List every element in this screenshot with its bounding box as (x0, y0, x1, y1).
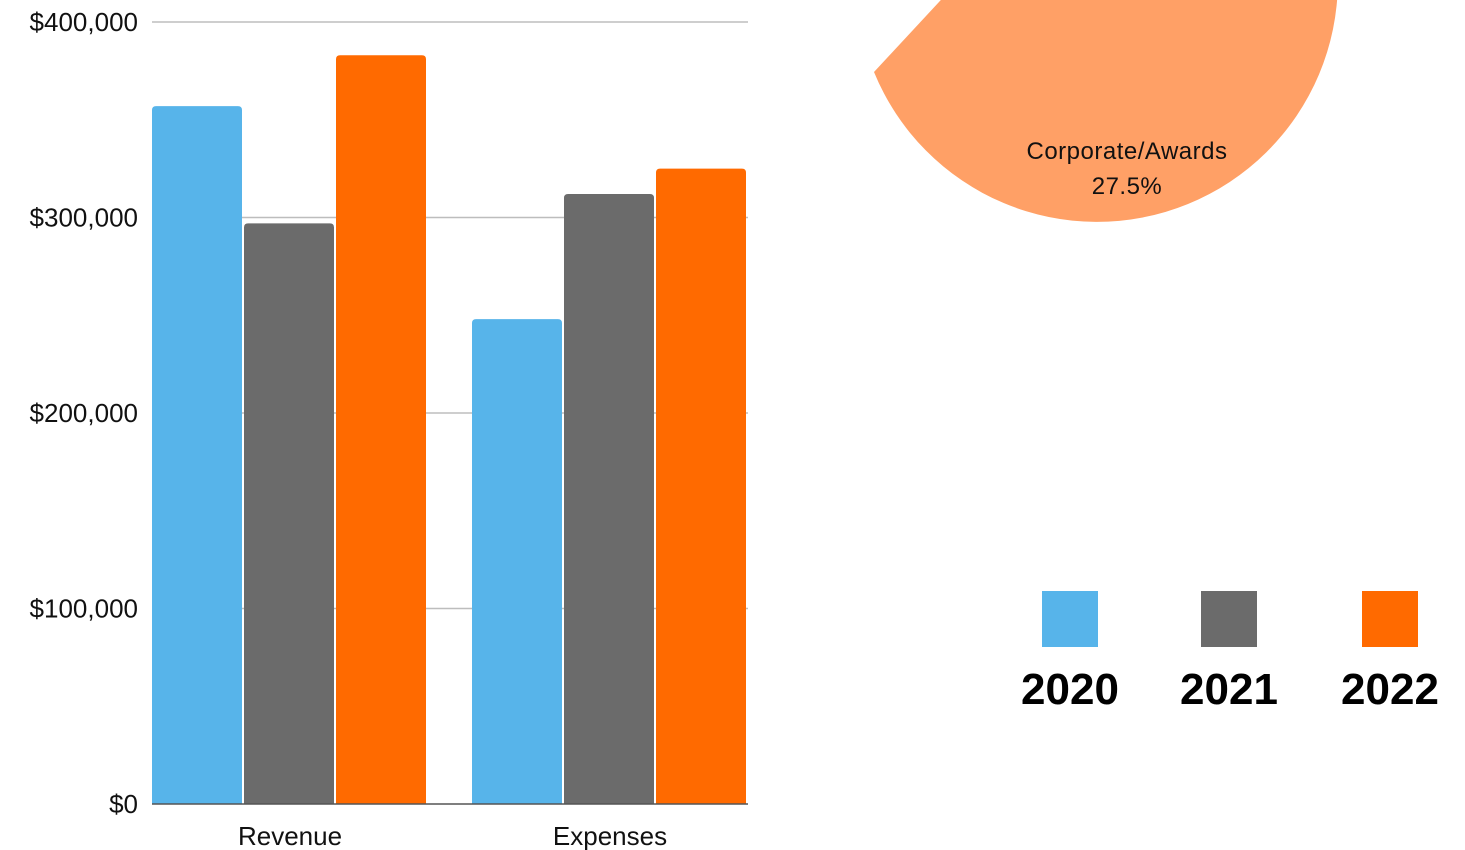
bars (152, 55, 746, 805)
legend-swatch-2022 (1362, 591, 1418, 647)
pie-slice (874, 0, 1338, 222)
bar-revenue-2021 (244, 223, 334, 805)
pie-slice-label: Corporate/Awards (1027, 138, 1228, 165)
y-axis-ticks: $0 $100,000 $200,000 $300,000 $400,000 (30, 7, 138, 819)
y-tick-label: $200,000 (30, 398, 138, 428)
legend-swatch-2021 (1201, 591, 1257, 647)
x-category-label: Expenses (553, 821, 667, 850)
bar-revenue-2020 (152, 106, 242, 804)
y-tick-label: $100,000 (30, 594, 138, 624)
y-tick-label: $300,000 (30, 203, 138, 233)
legend-label-2021: 2021 (1180, 665, 1278, 714)
bar-expenses-2020 (472, 319, 562, 804)
legend-label-2020: 2020 (1021, 665, 1119, 714)
legend: 2020 2021 2022 (1021, 591, 1439, 714)
y-tick-label: $0 (109, 789, 138, 819)
bar-expenses-2021 (564, 194, 654, 805)
bar-expenses-2022 (656, 168, 746, 804)
legend-swatch-2020 (1042, 591, 1098, 647)
x-category-label: Revenue (238, 821, 342, 850)
y-tick-label: $400,000 (30, 7, 138, 37)
pie-chart (874, 0, 1338, 222)
bar-revenue-2022 (336, 55, 426, 805)
x-axis-categories: Revenue Expenses (238, 821, 667, 850)
legend-label-2022: 2022 (1341, 665, 1439, 714)
pie-slice-value: 27.5% (1092, 173, 1163, 200)
